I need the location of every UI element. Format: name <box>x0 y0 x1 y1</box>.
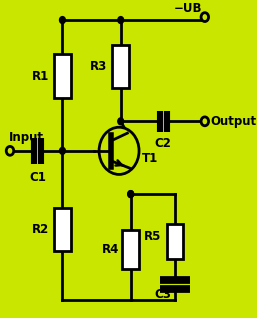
Text: R1: R1 <box>32 70 49 83</box>
Text: R5: R5 <box>144 230 161 243</box>
Circle shape <box>60 17 65 24</box>
Circle shape <box>128 191 134 197</box>
Circle shape <box>201 13 209 22</box>
Text: C1: C1 <box>29 170 46 183</box>
Circle shape <box>201 117 209 126</box>
Circle shape <box>118 17 124 24</box>
Text: −UB: −UB <box>174 2 202 15</box>
Circle shape <box>99 127 139 175</box>
Text: R2: R2 <box>32 223 49 236</box>
Circle shape <box>128 191 134 197</box>
Bar <box>112 45 129 88</box>
Text: R4: R4 <box>102 243 119 256</box>
Bar <box>122 230 139 269</box>
Text: Output: Output <box>211 115 257 128</box>
Circle shape <box>6 146 14 155</box>
Text: C3: C3 <box>155 287 171 301</box>
Text: Input: Input <box>9 131 44 143</box>
Text: C2: C2 <box>155 137 172 150</box>
Circle shape <box>118 118 124 125</box>
Text: R3: R3 <box>90 60 107 73</box>
Text: T1: T1 <box>142 152 159 165</box>
Bar <box>54 54 71 98</box>
Circle shape <box>60 147 65 154</box>
Bar <box>167 224 183 259</box>
Bar <box>54 208 71 251</box>
